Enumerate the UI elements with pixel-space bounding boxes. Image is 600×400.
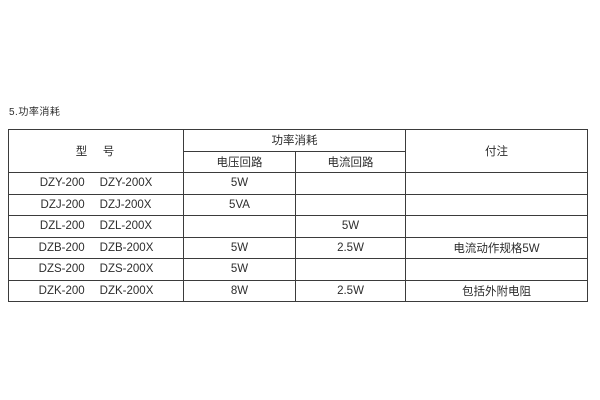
cell-model: DZS-200 DZS-200X [8,258,184,281]
model-name: DZS-200X [99,263,154,276]
col-header-power-group: 功率消耗 [183,129,406,152]
table-row: DZJ-200 DZJ-200X 5VA [8,193,588,216]
col-header-notes: 付注 [405,129,588,173]
power-consumption-table: 型 号 功率消耗 付注 电压回路 电流回路 DZY-200 DZY-200X 5… [8,129,588,302]
cell-current: 2.5W [295,279,406,302]
header-row-1: 型 号 功率消耗 付注 [8,129,588,173]
cell-voltage: 5W [183,236,296,259]
cell-current [295,172,406,195]
cell-note [405,172,588,195]
model-name: DZY-200 [39,177,85,190]
cell-note: 包括外附电阻 [405,279,588,302]
cell-note [405,258,588,281]
model-name: DZY-200X [99,177,153,190]
col-header-voltage-circuit: 电压回路 [183,150,296,173]
model-name: DZB-200X [99,241,154,254]
model-name: DZS-200 [38,263,85,276]
table-row: DZB-200 DZB-200X 5W 2.5W 电流动作规格5W [8,236,588,259]
model-name: DZB-200 [38,241,85,254]
section-title: 5.功率消耗 [9,107,61,118]
cell-voltage: 5W [183,258,296,281]
model-name: DZK-200X [99,284,154,297]
model-name: DZL-200 [39,220,85,233]
cell-model: DZJ-200 DZJ-200X [8,193,184,216]
cell-model: DZK-200 DZK-200X [8,279,184,302]
model-name: DZJ-200 [40,198,85,211]
col-header-current-circuit: 电流回路 [295,150,406,173]
cell-note [405,193,588,216]
cell-current: 5W [295,215,406,238]
cell-voltage: 8W [183,279,296,302]
cell-model: DZY-200 DZY-200X [8,172,184,195]
table-row: DZS-200 DZS-200X 5W [8,258,588,281]
cell-model: DZB-200 DZB-200X [8,236,184,259]
cell-current [295,258,406,281]
table-row: DZY-200 DZY-200X 5W [8,172,588,195]
table-row: DZK-200 DZK-200X 8W 2.5W 包括外附电阻 [8,279,588,302]
col-header-model: 型 号 [8,129,184,173]
document-page: 5.功率消耗 型 号 功率消耗 付注 电压回路 电流回路 DZY-200 [8,103,588,302]
cell-current [295,193,406,216]
model-name: DZJ-200X [99,198,152,211]
model-name: DZK-200 [38,284,85,297]
cell-note: 电流动作规格5W [405,236,588,259]
table-row: DZL-200 DZL-200X 5W [8,215,588,238]
cell-voltage [183,215,296,238]
cell-current: 2.5W [295,236,406,259]
cell-voltage: 5VA [183,193,296,216]
cell-voltage: 5W [183,172,296,195]
model-name: DZL-200X [99,220,153,233]
cell-model: DZL-200 DZL-200X [8,215,184,238]
cell-note [405,215,588,238]
